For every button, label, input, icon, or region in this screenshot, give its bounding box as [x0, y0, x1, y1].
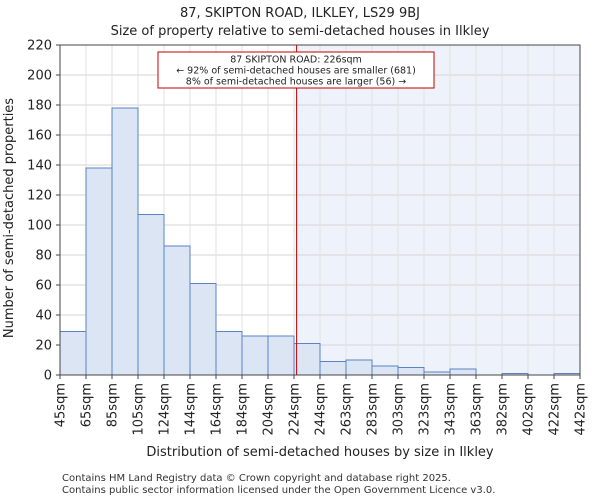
- x-tick-label: 105sqm: [132, 383, 147, 436]
- x-tick-label: 144sqm: [184, 383, 199, 436]
- x-tick-label: 402sqm: [522, 383, 537, 436]
- y-tick-label: 40: [35, 309, 52, 324]
- bar: [267, 335, 295, 376]
- y-tick-label: 80: [35, 249, 52, 264]
- bar: [189, 283, 217, 376]
- bar: [111, 107, 139, 376]
- bar: [215, 331, 243, 376]
- x-tick-label: 244sqm: [314, 383, 329, 436]
- x-tick-label: 283sqm: [366, 383, 381, 436]
- x-tick-label: 204sqm: [262, 383, 277, 436]
- x-tick-label: 45sqm: [54, 383, 69, 427]
- x-tick-label: 184sqm: [236, 383, 251, 436]
- chart-subtitle: Size of property relative to semi-detach…: [110, 24, 490, 39]
- y-tick-label: 180: [27, 99, 52, 114]
- x-tick-label: 164sqm: [210, 383, 225, 436]
- bar: [85, 167, 113, 376]
- x-tick-label: 422sqm: [548, 383, 563, 436]
- bar: [163, 245, 191, 376]
- bar: [241, 335, 269, 376]
- x-tick-label: 85sqm: [106, 383, 121, 427]
- bar: [137, 214, 165, 376]
- x-tick-label: 224sqm: [288, 383, 303, 436]
- x-tick-label: 263sqm: [340, 383, 355, 436]
- y-tick-label: 160: [27, 129, 52, 144]
- y-tick-label: 100: [27, 219, 52, 234]
- annotation-line-3: 8% of semi-detached houses are larger (5…: [186, 77, 406, 88]
- y-axis-label: Number of semi-detached properties: [2, 98, 17, 338]
- x-tick-label: 382sqm: [496, 383, 511, 436]
- y-tick-label: 120: [27, 189, 52, 204]
- y-tick-label: 220: [27, 39, 52, 54]
- y-tick-label: 0: [44, 369, 52, 384]
- bar: [319, 361, 347, 376]
- x-tick-label: 363sqm: [470, 383, 485, 436]
- annotation-line-2: ← 92% of semi-detached houses are smalle…: [176, 66, 416, 77]
- x-tick-label: 65sqm: [80, 383, 95, 427]
- bar: [449, 368, 477, 376]
- footer-line-2: Contains public sector information licen…: [62, 485, 496, 496]
- bar: [397, 367, 425, 376]
- footer-line-1: Contains HM Land Registry data © Crown c…: [62, 473, 451, 484]
- bar: [345, 359, 373, 376]
- larger-region-shade: [296, 45, 580, 375]
- bar: [293, 343, 321, 376]
- x-tick-label: 124sqm: [158, 383, 173, 436]
- y-tick-label: 200: [27, 69, 52, 84]
- x-tick-label: 442sqm: [574, 383, 589, 436]
- annotation-line-1: 87 SKIPTON ROAD: 226sqm: [230, 55, 362, 66]
- annotation-box: [157, 51, 435, 89]
- x-tick-label: 343sqm: [444, 383, 459, 436]
- x-tick-label: 323sqm: [418, 383, 433, 436]
- y-tick-label: 140: [27, 159, 52, 174]
- x-axis-label: Distribution of semi-detached houses by …: [146, 445, 494, 460]
- bar: [371, 365, 399, 376]
- y-tick-label: 20: [35, 339, 52, 354]
- chart-title: 87, SKIPTON ROAD, ILKLEY, LS29 9BJ: [180, 6, 420, 21]
- y-tick-label: 60: [35, 279, 52, 294]
- x-tick-label: 303sqm: [392, 383, 407, 436]
- bar: [59, 331, 87, 376]
